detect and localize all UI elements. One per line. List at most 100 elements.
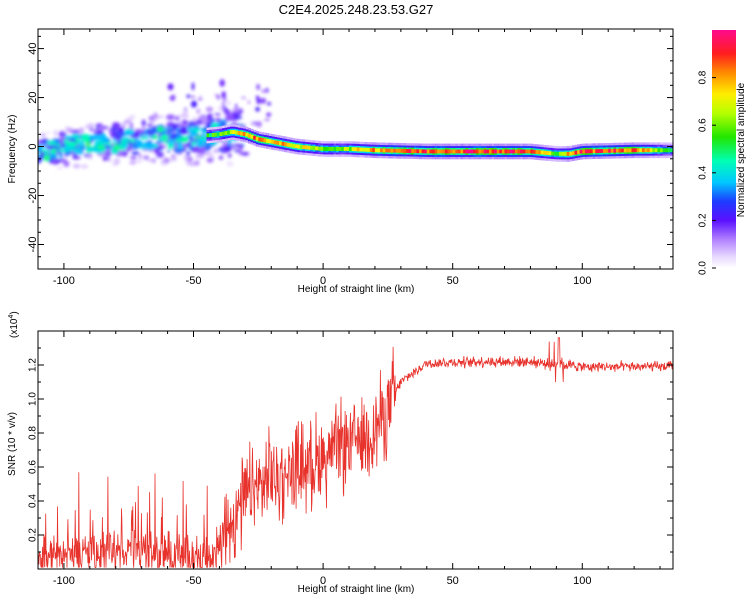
spectrogram-blob (250, 121, 256, 125)
spectrogram-ridge-cell (315, 146, 319, 151)
spectrogram-ridge-cell (224, 131, 228, 135)
spectrogram-blob (78, 140, 83, 146)
colorbar-tick-label: 0.8 (698, 70, 709, 84)
spectrogram-blob (154, 151, 164, 155)
spectrogram-ridge-cell (587, 149, 591, 154)
spectrogram-ridge-cell (540, 150, 544, 155)
spectrogram-blob (166, 121, 175, 128)
spectrogram-blob (174, 147, 182, 154)
snr-panel: -100 -50 0 50 100 0.2 0.4 0.6 0.8 1.0 1.2 Height o… (7, 311, 674, 595)
spectrogram-blob (181, 119, 188, 126)
spectrogram-blob (204, 151, 213, 156)
spectrogram-blob (113, 158, 121, 165)
spectrogram-core-blob (72, 148, 81, 154)
spectrogram-ridge-cell (232, 130, 236, 134)
colorbar-tick-label: 0.4 (698, 165, 709, 179)
spectrogram-ridge-cell (299, 145, 303, 149)
colorbar: 0.0 0.2 0.4 0.6 0.8 Normalized spectral ampl… (698, 30, 747, 275)
spectrogram-core-blob (123, 142, 128, 148)
spectrogram-ridge-cell (595, 149, 599, 154)
spectrogram-core-blob (78, 145, 84, 150)
spectrogram-ridge-cell (559, 151, 563, 156)
spectrogram-ridge-cell (574, 150, 578, 155)
snr-plot-area (38, 331, 673, 569)
spectrogram-blob (241, 151, 250, 156)
spectrogram-core-blob (89, 147, 98, 152)
spectrogram-ridge-cell (408, 149, 412, 153)
spectrogram-ridge-cell (522, 149, 526, 154)
spectrogram-ridge-cell (577, 150, 581, 155)
spectrogram-ridge-cell (455, 149, 459, 154)
spectrogram-blob (195, 154, 205, 159)
spectrogram-core-blob (194, 127, 200, 134)
spectrogram-blob (56, 159, 62, 163)
spectrogram-xlabel: Height of straight line (km) (298, 284, 415, 295)
spectrogram-ridge-cell (260, 138, 265, 142)
spectrogram-ridge-cell (312, 146, 316, 151)
spectrogram-ridge-cell (509, 149, 513, 154)
spectrogram-ridge-cell (665, 148, 669, 153)
spectrogram-ridge-cell (380, 148, 384, 153)
spectrogram-blob (152, 157, 156, 164)
spectrogram-blob (233, 120, 237, 123)
spectrogram-ridge-cell (468, 149, 472, 154)
spectrogram-ridge-cell (237, 131, 241, 135)
spectrogram-blob (218, 155, 224, 160)
spectrogram-blob (192, 117, 197, 121)
spectrogram-blob (103, 145, 112, 150)
spectrogram-blob (206, 122, 213, 128)
spectrogram-blob (206, 157, 214, 163)
spectrogram-blob (84, 152, 93, 158)
spectrogram-ridge-cell (546, 151, 550, 155)
spectrogram-blob (147, 123, 154, 127)
spectrogram-ridge-cell (647, 148, 651, 153)
spectrogram-ridge-cell (579, 149, 583, 154)
spectrogram-ridge-cell (289, 143, 293, 148)
spectrogram-ridge-cell (444, 149, 449, 154)
spectrogram-ridge-cell (654, 148, 659, 153)
spectrogram-ridge-cell (253, 135, 257, 140)
spectrogram-blob (247, 100, 250, 105)
spectrogram-ridge-cell (476, 149, 480, 154)
spectrogram-blob (177, 129, 184, 134)
spectrogram-ridge-cell (382, 148, 386, 153)
spectrogram-ytick-label: 20 (27, 91, 39, 103)
spectrogram-blob (127, 147, 131, 150)
spectrogram-ridge-cell (432, 149, 436, 154)
spectrogram-blob (214, 113, 221, 116)
spectrogram-ridge-cell (242, 132, 246, 136)
spectrogram-blob (166, 114, 175, 121)
spectrogram-ridge-cell (247, 133, 252, 138)
spectrogram-blob (107, 158, 112, 162)
spectrogram-ridge-cell (631, 148, 635, 153)
spectrogram-ridge-cell (605, 148, 609, 153)
spectrogram-blob (113, 136, 123, 140)
spectrogram-ridge-cell (413, 149, 417, 154)
spectrogram-ridge-cell (566, 151, 570, 156)
spectrogram-ridge-cell (307, 145, 311, 150)
spectrogram-ridge-cell (406, 149, 410, 153)
spectrogram-ridge-cell (424, 149, 428, 154)
spectrogram-ridge-cell (600, 149, 604, 153)
spectrogram-core-blob (156, 126, 164, 133)
spectrogram-blob (110, 126, 117, 131)
spectrogram-blob (73, 129, 80, 135)
spectrogram-blob (226, 113, 232, 121)
spectrogram-ridge-cell (325, 147, 329, 151)
spectrogram-blob (197, 98, 203, 101)
snr-xlabel: Height of straight line (km) (298, 584, 415, 595)
spectrogram-ridge-cell (452, 149, 456, 154)
spectrogram-ytick-label: -40 (27, 237, 39, 253)
spectrogram-blob (204, 144, 211, 152)
spectrogram-blob (223, 145, 232, 152)
spectrogram-blob (186, 94, 191, 99)
spectrogram-ridge-cell (442, 149, 446, 154)
spectrogram-ridge-cell (507, 149, 511, 154)
spectrogram-blob (215, 93, 218, 98)
spectrogram-ytick-label: 0 (27, 143, 39, 149)
spectrogram-ridge-cell (483, 149, 487, 154)
spectrogram-core-blob (63, 145, 74, 152)
spectrogram-ridge-cell (569, 151, 573, 156)
spectrogram-ridge-cell (341, 147, 345, 151)
spectrogram-ridge-cell (603, 149, 607, 153)
